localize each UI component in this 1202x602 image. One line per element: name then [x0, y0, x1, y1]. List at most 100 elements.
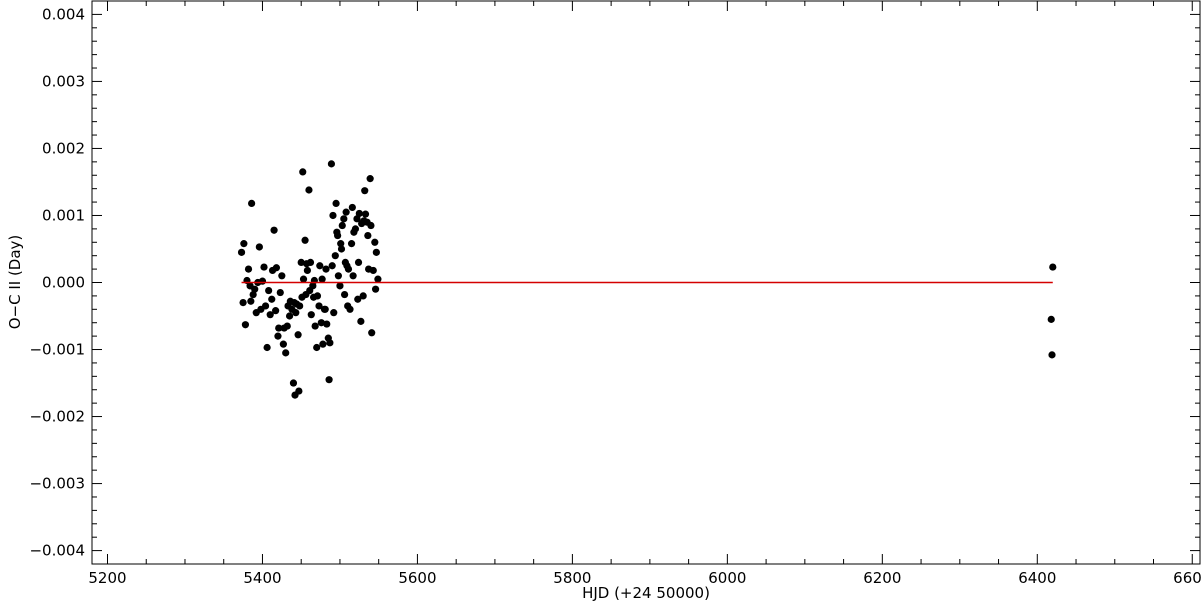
y-tick-label: −0.002 [29, 408, 85, 426]
data-point [270, 226, 278, 234]
data-point [334, 231, 342, 240]
y-tick-label: 0.002 [42, 139, 85, 157]
data-point [258, 277, 267, 285]
data-point [357, 317, 365, 325]
data-point [342, 208, 350, 216]
data-point [318, 275, 326, 283]
data-point [275, 324, 283, 332]
data-point [325, 376, 333, 384]
data-point [266, 311, 274, 319]
data-point [294, 331, 302, 339]
x-axis-tick-labels: 5200 5400 5600 5800 6000 6200 6400 6600 [88, 569, 1202, 587]
y-tick-label: 0.000 [42, 274, 85, 292]
data-point [354, 258, 363, 266]
data-point [313, 292, 322, 300]
data-point [295, 387, 303, 395]
data-points [237, 160, 1057, 399]
data-point [315, 302, 323, 310]
data-point [332, 199, 340, 208]
data-point [279, 340, 287, 348]
data-point [354, 295, 362, 303]
x-tick-label: 5200 [88, 569, 126, 587]
data-point [374, 275, 382, 283]
data-point [329, 211, 337, 220]
data-point [372, 248, 380, 256]
y-tick-label: 0.001 [42, 206, 85, 224]
data-point [289, 379, 298, 387]
data-point [239, 299, 247, 307]
data-point [336, 282, 344, 290]
data-point [297, 258, 305, 266]
data-point [276, 288, 284, 297]
data-point [340, 290, 349, 299]
data-point [316, 262, 324, 270]
data-point [1048, 351, 1056, 359]
data-point [322, 265, 330, 273]
data-point [265, 286, 273, 295]
data-point [260, 263, 268, 271]
data-point [292, 309, 300, 317]
data-point [301, 236, 309, 244]
y-tick-label: 0.004 [42, 5, 85, 23]
data-point [327, 160, 336, 168]
data-point [369, 266, 377, 275]
data-point [272, 307, 280, 315]
x-tick-label: 5600 [398, 569, 436, 587]
data-point [299, 275, 308, 283]
y-axis-ticks [92, 0, 1200, 565]
data-point [371, 285, 380, 293]
data-point [305, 186, 313, 194]
data-point [331, 252, 339, 260]
data-point [359, 292, 367, 300]
data-point [272, 264, 281, 272]
x-axis-label: HJD (+24 50000) [582, 584, 710, 602]
data-point [353, 215, 361, 223]
y-tick-label: −0.003 [29, 475, 85, 493]
data-point [237, 248, 246, 256]
data-point [241, 321, 250, 329]
data-point [334, 272, 342, 280]
data-point [338, 221, 346, 230]
data-point [307, 311, 315, 319]
x-axis-ticks [106, 1, 1193, 564]
data-point [351, 225, 360, 233]
data-point [321, 305, 329, 313]
x-tick-label: 6600 [1173, 569, 1202, 587]
data-point [247, 297, 255, 305]
data-point [346, 305, 354, 313]
y-tick-label: −0.001 [29, 341, 85, 359]
data-point [299, 168, 307, 176]
data-point [355, 209, 363, 218]
data-point [278, 272, 286, 280]
data-point [268, 295, 276, 303]
data-point [319, 340, 327, 348]
x-tick-label: 5800 [553, 569, 591, 587]
x-tick-label: 6400 [1018, 569, 1056, 587]
y-tick-label: 0.003 [42, 72, 85, 90]
y-axis-tick-labels: −0.004 −0.003 −0.002 −0.001 0.000 0.001 0.002 0… [29, 5, 85, 559]
data-point [364, 231, 372, 240]
data-point [368, 329, 376, 337]
data-point [317, 319, 325, 327]
data-point [274, 332, 282, 340]
x-tick-label: 5400 [243, 569, 281, 587]
data-point [347, 240, 356, 248]
data-point [1047, 315, 1055, 323]
data-point [306, 258, 315, 266]
data-point [283, 322, 291, 330]
data-point [367, 221, 375, 230]
data-point [323, 320, 331, 328]
data-point [326, 339, 334, 347]
data-point [328, 262, 336, 270]
y-tick-label: −0.004 [29, 542, 85, 560]
data-point [1049, 263, 1057, 271]
y-axis-label: O−C II (Day) [6, 235, 24, 330]
data-point [337, 245, 346, 253]
x-tick-label: 6200 [863, 569, 901, 587]
data-point [240, 240, 248, 248]
data-point [348, 203, 356, 212]
data-point [285, 312, 294, 320]
x-tick-label: 6000 [708, 569, 746, 587]
data-point [263, 343, 271, 352]
